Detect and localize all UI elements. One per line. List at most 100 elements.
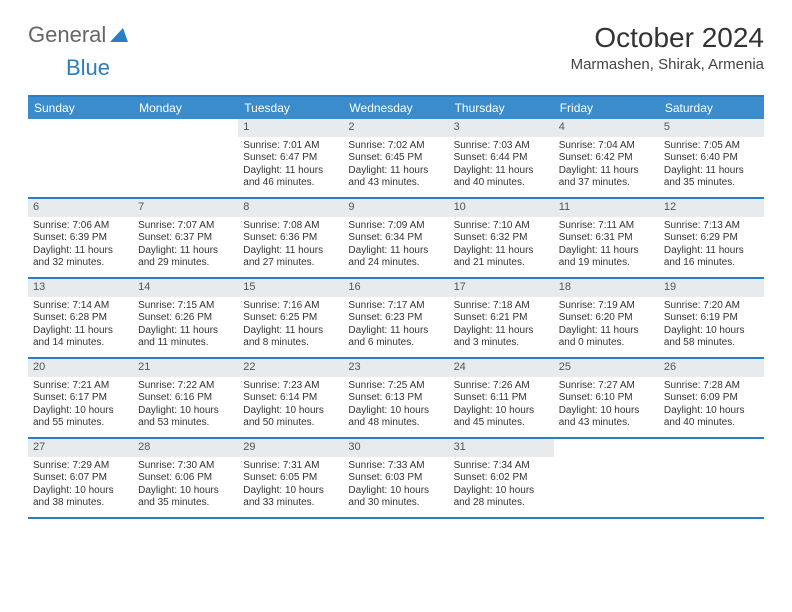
daylight-text: Daylight: 11 hours and 8 minutes. [243,325,338,350]
calendar-cell: 16Sunrise: 7:17 AMSunset: 6:23 PMDayligh… [343,279,448,357]
daylight-text: Daylight: 11 hours and 11 minutes. [138,325,233,350]
sunset-text: Sunset: 6:36 PM [243,232,338,245]
daylight-text: Daylight: 10 hours and 33 minutes. [243,485,338,510]
daylight-text: Daylight: 11 hours and 3 minutes. [454,325,549,350]
sunrise-text: Sunrise: 7:21 AM [33,380,128,393]
daylight-text: Daylight: 11 hours and 37 minutes. [559,165,654,190]
sunrise-text: Sunrise: 7:27 AM [559,380,654,393]
sunrise-text: Sunrise: 7:23 AM [243,380,338,393]
calendar-cell: 18Sunrise: 7:19 AMSunset: 6:20 PMDayligh… [554,279,659,357]
week-row: 20Sunrise: 7:21 AMSunset: 6:17 PMDayligh… [28,359,764,439]
sunset-text: Sunset: 6:37 PM [138,232,233,245]
calendar-cell: 13Sunrise: 7:14 AMSunset: 6:28 PMDayligh… [28,279,133,357]
daylight-text: Daylight: 11 hours and 24 minutes. [348,245,443,270]
sunset-text: Sunset: 6:34 PM [348,232,443,245]
sunset-text: Sunset: 6:19 PM [664,312,759,325]
sunset-text: Sunset: 6:13 PM [348,392,443,405]
calendar-cell: 24Sunrise: 7:26 AMSunset: 6:11 PMDayligh… [449,359,554,437]
daylight-text: Daylight: 11 hours and 29 minutes. [138,245,233,270]
sunrise-text: Sunrise: 7:18 AM [454,300,549,313]
sunset-text: Sunset: 6:06 PM [138,472,233,485]
calendar-cell: 22Sunrise: 7:23 AMSunset: 6:14 PMDayligh… [238,359,343,437]
day-number: 28 [133,439,238,457]
calendar-cell: 14Sunrise: 7:15 AMSunset: 6:26 PMDayligh… [133,279,238,357]
sunrise-text: Sunrise: 7:31 AM [243,460,338,473]
day-number: 13 [28,279,133,297]
day-number: 9 [343,199,448,217]
daylight-text: Daylight: 10 hours and 30 minutes. [348,485,443,510]
day-number: 7 [133,199,238,217]
day-header: Wednesday [343,97,448,119]
day-header: Friday [554,97,659,119]
day-number: 25 [554,359,659,377]
day-number: 5 [659,119,764,137]
sunset-text: Sunset: 6:28 PM [33,312,128,325]
weeks-container: 1Sunrise: 7:01 AMSunset: 6:47 PMDaylight… [28,119,764,519]
day-number: 4 [554,119,659,137]
daylight-text: Daylight: 11 hours and 14 minutes. [33,325,128,350]
calendar-cell: 8 Sunrise: 7:08 AMSunset: 6:36 PMDaylight… [238,199,343,277]
day-number: 30 [343,439,448,457]
calendar-cell: 19Sunrise: 7:20 AMSunset: 6:19 PMDayligh… [659,279,764,357]
day-number: 19 [659,279,764,297]
daylight-text: Daylight: 10 hours and 43 minutes. [559,405,654,430]
sunset-text: Sunset: 6:02 PM [454,472,549,485]
calendar-cell: 12Sunrise: 7:13 AMSunset: 6:29 PMDayligh… [659,199,764,277]
day-header: Saturday [659,97,764,119]
day-number: 17 [449,279,554,297]
calendar-cell: 25 Sunrise: 7:27 AMSunset: 6:10 PMDayligh… [554,359,659,437]
day-header: Thursday [449,97,554,119]
calendar-cell: 3Sunrise: 7:03 AMSunset: 6:44 PMDaylight… [449,119,554,197]
sunrise-text: Sunrise: 7:15 AM [138,300,233,313]
sunset-text: Sunset: 6:26 PM [138,312,233,325]
sunrise-text: Sunrise: 7:08 AM [243,220,338,233]
calendar-cell: 27Sunrise: 7:29 AMSunset: 6:07 PMDayligh… [28,439,133,517]
sunset-text: Sunset: 6:21 PM [454,312,549,325]
daylight-text: Daylight: 11 hours and 35 minutes. [664,165,759,190]
day-number: 11 [554,199,659,217]
calendar-cell: 26Sunrise: 7:28 AMSunset: 6:09 PMDayligh… [659,359,764,437]
sunrise-text: Sunrise: 7:09 AM [348,220,443,233]
calendar-cell: 21Sunrise: 7:22 AMSunset: 6:16 PMDayligh… [133,359,238,437]
sunset-text: Sunset: 6:14 PM [243,392,338,405]
sunrise-text: Sunrise: 7:16 AM [243,300,338,313]
calendar: SundayMondayTuesdayWednesdayThursdayFrid… [28,95,764,519]
daylight-text: Daylight: 11 hours and 19 minutes. [559,245,654,270]
day-number: 20 [28,359,133,377]
calendar-cell: 7Sunrise: 7:07 AMSunset: 6:37 PMDaylight… [133,199,238,277]
sunset-text: Sunset: 6:32 PM [454,232,549,245]
logo-text-blue: Blue [66,55,110,80]
calendar-cell: 31Sunrise: 7:34 AMSunset: 6:02 PMDayligh… [449,439,554,517]
calendar-cell: 10Sunrise: 7:10 AMSunset: 6:32 PMDayligh… [449,199,554,277]
calendar-cell: 28Sunrise: 7:30 AMSunset: 6:06 PMDayligh… [133,439,238,517]
daylight-text: Daylight: 10 hours and 55 minutes. [33,405,128,430]
day-number: 10 [449,199,554,217]
sunrise-text: Sunrise: 7:25 AM [348,380,443,393]
sunset-text: Sunset: 6:20 PM [559,312,654,325]
sunrise-text: Sunrise: 7:19 AM [559,300,654,313]
week-row: 6Sunrise: 7:06 AMSunset: 6:39 PMDaylight… [28,199,764,279]
calendar-cell [133,119,238,197]
week-row: 1Sunrise: 7:01 AMSunset: 6:47 PMDaylight… [28,119,764,199]
calendar-cell: 11Sunrise: 7:11 AMSunset: 6:31 PMDayligh… [554,199,659,277]
day-number: 8 [238,199,343,217]
daylight-text: Daylight: 11 hours and 27 minutes. [243,245,338,270]
sunset-text: Sunset: 6:05 PM [243,472,338,485]
week-row: 13Sunrise: 7:14 AMSunset: 6:28 PMDayligh… [28,279,764,359]
daylight-text: Daylight: 10 hours and 40 minutes. [664,405,759,430]
sunset-text: Sunset: 6:44 PM [454,152,549,165]
sunset-text: Sunset: 6:16 PM [138,392,233,405]
sunrise-text: Sunrise: 7:17 AM [348,300,443,313]
sunset-text: Sunset: 6:39 PM [33,232,128,245]
sunset-text: Sunset: 6:11 PM [454,392,549,405]
sunrise-text: Sunrise: 7:05 AM [664,140,759,153]
calendar-cell: 1Sunrise: 7:01 AMSunset: 6:47 PMDaylight… [238,119,343,197]
sunset-text: Sunset: 6:17 PM [33,392,128,405]
daylight-text: Daylight: 11 hours and 32 minutes. [33,245,128,270]
sunset-text: Sunset: 6:10 PM [559,392,654,405]
day-header-row: SundayMondayTuesdayWednesdayThursdayFrid… [28,97,764,119]
sunrise-text: Sunrise: 7:22 AM [138,380,233,393]
sunset-text: Sunset: 6:45 PM [348,152,443,165]
daylight-text: Daylight: 11 hours and 0 minutes. [559,325,654,350]
daylight-text: Daylight: 11 hours and 21 minutes. [454,245,549,270]
